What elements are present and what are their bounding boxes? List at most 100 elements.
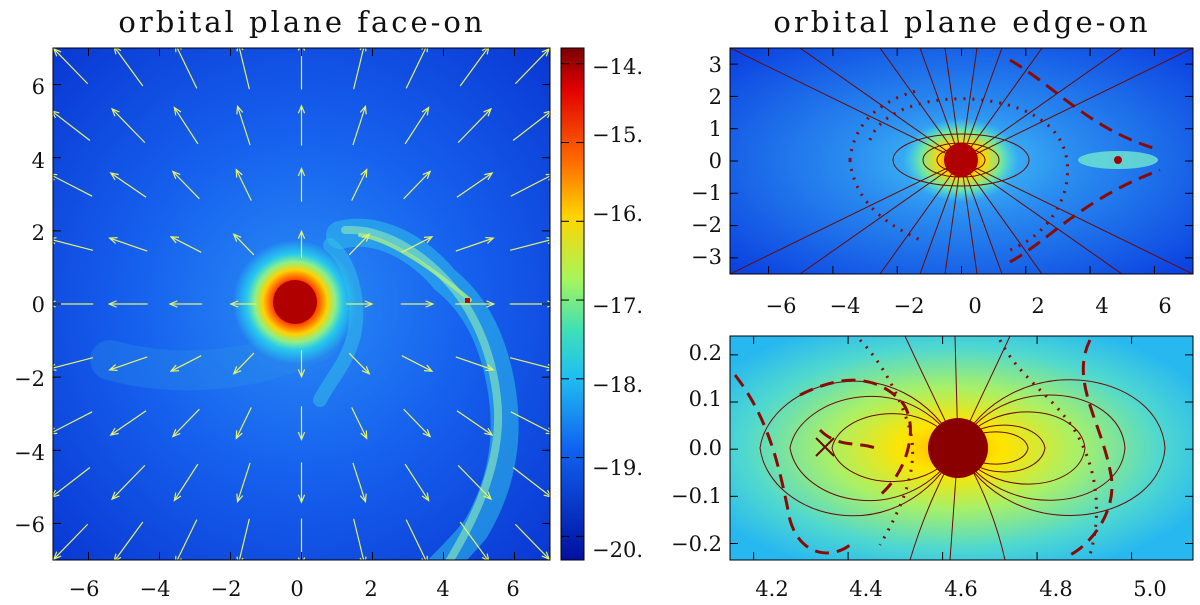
velocity-arrowhead [481, 553, 490, 560]
panel-c-ytick: 0.1 [689, 387, 722, 411]
colorbar-labels: −14. −15. −16. −17. −18. −19. −20. [592, 55, 643, 562]
panel-a-ytick: −2 [14, 367, 45, 391]
colorbar-label: −15. [592, 123, 643, 147]
velocity-arrow [403, 171, 431, 200]
velocity-arrowhead [175, 555, 182, 560]
velocity-arrow [348, 352, 370, 375]
velocity-arrowhead [297, 229, 306, 239]
velocity-arrow [351, 169, 368, 201]
velocity-arrowhead [297, 431, 306, 441]
velocity-arrow [352, 106, 367, 146]
velocity-arrow [170, 355, 202, 372]
velocity-arrowhead [171, 428, 181, 438]
panel-c-ytick: 0.0 [689, 436, 722, 460]
panel-c-xtick: 4.2 [755, 577, 788, 601]
velocity-arrowhead [53, 173, 58, 181]
velocity-arrow [514, 48, 550, 85]
panel-b-ytick: −3 [691, 245, 722, 269]
velocity-arrow [405, 519, 427, 560]
velocity-arrowhead [360, 430, 368, 440]
panel-c-y-tick-labels: 0.2 0.1 0.0 −0.1 −0.2 [671, 341, 722, 556]
velocity-arrowhead [108, 364, 118, 372]
velocity-arrow [238, 518, 250, 560]
panel-c-ytick: 0.2 [689, 341, 722, 365]
velocity-arrow [404, 107, 430, 145]
velocity-arrowhead [107, 300, 117, 308]
velocity-arrowhead [173, 106, 182, 116]
velocity-arrow [53, 48, 89, 85]
panel-a-y-tick-labels: 6 4 2 0 −2 −4 −6 [14, 75, 45, 537]
panel-c-x-marker [815, 437, 835, 457]
velocity-arrowhead [486, 300, 496, 308]
panel-c-companion [928, 418, 988, 478]
panel-a-title: orbital plane face-on [118, 5, 485, 39]
panel-a-xtick: 2 [364, 577, 377, 601]
velocity-arrow [353, 48, 365, 90]
velocity-arrow [351, 407, 368, 439]
velocity-arrowhead [232, 233, 242, 242]
velocity-arrowhead [175, 48, 182, 53]
velocity-arrowhead [229, 300, 239, 308]
velocity-arrowhead [169, 364, 180, 372]
velocity-arrow [509, 357, 550, 369]
panel-b-companion [1114, 156, 1122, 164]
panel-a-ticks [53, 48, 550, 560]
colorbar-label: −20. [592, 538, 643, 562]
velocity-arrowhead [543, 489, 550, 498]
velocity-arrowhead [297, 494, 306, 504]
velocity-arrowhead [53, 363, 57, 371]
velocity-arrowhead [483, 491, 493, 501]
velocity-arrowhead [422, 428, 432, 438]
panel-c-xtick: 4.8 [1039, 577, 1072, 601]
panel-a-ytick: 2 [32, 221, 45, 245]
velocity-arrow [53, 466, 91, 497]
velocity-arrowhead [359, 48, 367, 52]
velocity-arrowhead [361, 366, 371, 375]
velocity-arrow [110, 172, 147, 198]
velocity-arrowhead [232, 366, 242, 375]
panel-a-xtick: 0 [290, 577, 303, 601]
panel-a-ytick: 4 [32, 149, 45, 173]
panel-c-ytick: −0.2 [671, 532, 722, 556]
velocity-arrowhead [423, 364, 434, 372]
velocity-arrowhead [545, 427, 550, 435]
panel-a-plot [53, 48, 550, 560]
panel-a-xtick: −6 [69, 577, 100, 601]
velocity-arrow [114, 521, 144, 560]
velocity-arrow [235, 169, 252, 201]
velocity-arrow [172, 408, 200, 437]
velocity-arrowhead [481, 48, 490, 55]
velocity-arrow [352, 462, 367, 502]
panel-a-ytick: −6 [14, 513, 45, 537]
panel-c-x-tick-labels: 4.2 4.4 4.6 4.8 5.0 [755, 577, 1166, 601]
panel-b-x-tick-labels: −6 −4 −2 0 2 4 6 [766, 294, 1172, 318]
velocity-arrowhead [543, 110, 550, 119]
velocity-arrow [53, 523, 89, 560]
panel-b-xtick: 2 [1031, 294, 1044, 318]
velocity-arrow [353, 518, 365, 560]
panel-c-xtick: 5.0 [1133, 577, 1166, 601]
velocity-arrowhead [421, 555, 428, 560]
velocity-arrowhead [109, 427, 119, 436]
velocity-arrowhead [171, 170, 181, 180]
velocity-arrowhead [485, 364, 495, 372]
velocity-arrow [348, 233, 370, 256]
panel-a-ytick: 6 [32, 75, 45, 99]
velocity-arrow [512, 111, 550, 142]
velocity-arrow [405, 48, 427, 89]
velocity-arrowhead [109, 172, 119, 181]
velocity-arrow [514, 523, 550, 560]
velocity-arrowhead [546, 363, 550, 371]
velocity-arrowhead [297, 167, 306, 177]
panel-c-ytick: −0.1 [671, 484, 722, 508]
velocity-arrow [459, 48, 489, 87]
velocity-arrow [401, 355, 433, 372]
panel-b-ytick: −1 [691, 181, 722, 205]
panel-c-plot [730, 336, 1193, 560]
panel-b-title: orbital plane edge-on [773, 5, 1150, 39]
velocity-arrow [509, 239, 550, 251]
velocity-arrow [172, 171, 200, 200]
velocity-arrowhead [110, 491, 120, 501]
velocity-arrow [455, 237, 494, 252]
